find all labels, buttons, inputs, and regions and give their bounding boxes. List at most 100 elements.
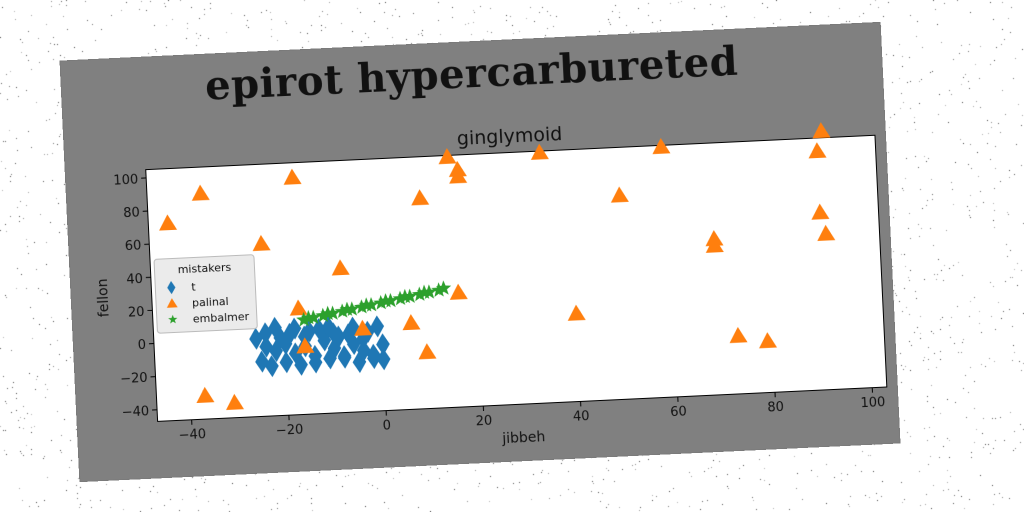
data-point: [294, 353, 308, 376]
data-point: [287, 317, 302, 340]
data-point: [300, 309, 317, 325]
data-point: [418, 343, 437, 360]
data-point: [759, 332, 778, 349]
x-tick-label: 20: [475, 414, 492, 430]
data-point: [315, 307, 331, 323]
data-point: [431, 282, 447, 297]
x-tick-label: 60: [670, 404, 687, 420]
data-point: [729, 326, 748, 344]
data-point: [397, 288, 413, 304]
data-point: [283, 168, 302, 185]
data-point: [811, 203, 830, 220]
x-axis-label: jibbeh: [501, 429, 546, 447]
plot-area: [145, 134, 888, 422]
data-point: [168, 314, 178, 324]
figure-card: epirot hypercarbureted ginglymoid −40 −20 0…: [60, 22, 900, 482]
data-point: [392, 290, 408, 306]
data-point: [438, 148, 457, 165]
data-point: [331, 259, 350, 276]
data-point: [449, 167, 468, 184]
x-tick-label: 40: [573, 409, 590, 425]
data-point: [265, 355, 279, 378]
y-tick-label: 40: [126, 272, 143, 288]
data-point: [354, 299, 370, 314]
data-point: [269, 340, 283, 363]
data-point: [354, 319, 373, 336]
legend-label-embalmer: embalmer: [193, 310, 250, 326]
data-point: [376, 333, 390, 356]
data-point: [341, 323, 356, 346]
y-tick-label: 0: [137, 338, 146, 353]
data-point: [226, 393, 245, 410]
series-t: [249, 315, 391, 378]
data-point: [259, 335, 273, 358]
data-point: [567, 304, 586, 321]
data-point: [268, 316, 282, 339]
data-point: [191, 184, 210, 201]
series-palinal: [159, 122, 836, 410]
legend-box: [153, 254, 258, 334]
data-point: [358, 297, 374, 313]
y-tick-label: 80: [123, 205, 140, 221]
data-point: [323, 347, 337, 370]
data-point: [283, 322, 297, 345]
data-point: [411, 189, 430, 206]
legend-label-palinal: palinal: [192, 295, 229, 310]
chart-title: ginglymoid: [456, 123, 562, 150]
data-point: [166, 298, 178, 308]
y-tick-label: −20: [120, 371, 148, 387]
data-point: [812, 122, 831, 139]
data-point: [296, 337, 315, 354]
data-point: [167, 280, 176, 295]
data-point: [296, 311, 312, 327]
data-point: [258, 322, 273, 345]
data-point: [302, 320, 317, 343]
data-point: [249, 327, 263, 350]
data-point: [449, 283, 468, 300]
data-point: [376, 348, 391, 371]
data-point: [255, 350, 269, 373]
scatter-chart: ginglymoid −40 −20 0 20 40 60 80 100 −40 −20 0 20 40 6…: [95, 122, 888, 447]
data-point: [337, 345, 352, 368]
data-point: [320, 305, 336, 321]
data-point: [279, 351, 294, 374]
data-point: [352, 351, 367, 374]
data-point: [297, 325, 312, 348]
data-point: [705, 236, 724, 253]
data-point: [356, 339, 371, 362]
x-tick-label: 100: [860, 395, 886, 411]
x-tick-label: 0: [382, 418, 391, 433]
data-point: [326, 322, 341, 345]
x-tick-label: 80: [767, 400, 784, 416]
legend-label-t: t: [191, 280, 197, 293]
y-tick-label: −40: [121, 404, 149, 420]
data-point: [308, 351, 323, 374]
x-tick-label: −40: [178, 427, 206, 443]
data-point: [159, 214, 178, 231]
y-tick-label: 60: [124, 239, 141, 255]
data-point: [289, 299, 308, 316]
data-point: [370, 315, 385, 338]
data-point: [808, 142, 827, 159]
y-tick-label: 20: [128, 305, 145, 321]
data-point: [435, 280, 452, 296]
data-point: [411, 286, 428, 302]
data-point: [339, 301, 355, 317]
x-tick-label: −20: [276, 423, 304, 439]
data-point: [610, 186, 629, 203]
data-point: [252, 234, 271, 252]
data-point: [327, 337, 342, 360]
legend-title: mistakers: [177, 261, 231, 277]
y-tick-label: 100: [113, 172, 139, 188]
data-point: [652, 138, 671, 155]
series-embalmer: [296, 280, 452, 327]
data-point: [334, 303, 350, 319]
data-point: [402, 314, 421, 331]
data-point: [373, 294, 389, 310]
data-point: [416, 284, 432, 300]
data-point: [312, 318, 326, 341]
data-point: [530, 143, 549, 160]
y-axis-label: fellon: [95, 278, 113, 317]
data-point: [366, 343, 381, 366]
